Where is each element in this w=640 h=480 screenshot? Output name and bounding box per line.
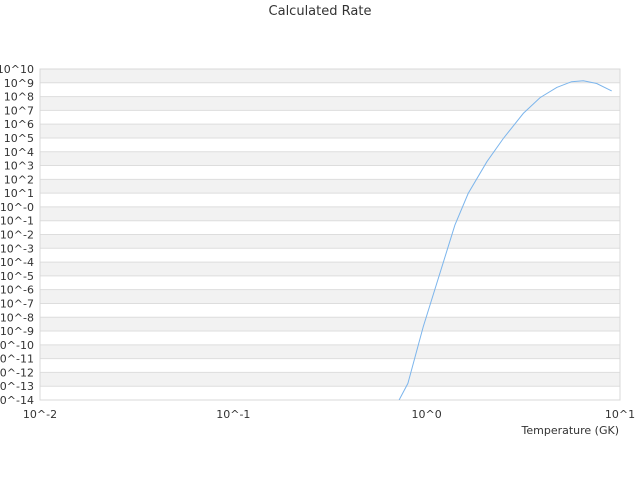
grid-band [40,234,620,249]
y-tick-label: 10^4 [4,146,34,159]
y-tick-label: 10^2 [4,173,34,186]
y-tick-label: 10^5 [4,132,34,145]
grid-band [40,344,620,359]
grid-band [40,124,620,138]
y-tick-label: 10^6 [4,118,34,131]
y-tick-label: 10^-2 [0,229,34,242]
grid-band [40,96,620,111]
y-tick-label: 10^-0 [0,201,34,214]
x-axis-label: Temperature (GK) [521,424,620,437]
grid-band [40,179,620,194]
y-tick-label: 10^-12 [0,366,34,379]
y-tick-label: 10^-9 [0,325,34,338]
y-tick-label: 10^9 [4,77,34,90]
y-tick-label: 10^-6 [0,284,34,297]
x-tick-label: 10^-1 [216,408,250,421]
x-tick-label: 10^0 [412,408,442,421]
x-tick-label: 10^1 [605,408,635,421]
grid-band [40,372,620,387]
grid-band [40,151,620,166]
y-tick-label: 10^8 [4,91,34,104]
series-line [398,80,612,400]
y-tick-label: 10^3 [4,160,34,173]
grid-band [40,289,620,304]
y-tick-label: 10^-5 [0,270,34,283]
y-tick-label: 10^-14 [0,394,34,407]
y-tick-label: 10^-7 [0,297,34,310]
grid-band [40,69,620,83]
y-tick-label: 10^10 [0,63,34,76]
y-tick-label: 10^-11 [0,353,34,366]
y-tick-label: 10^7 [4,104,34,117]
chart-title: Calculated Rate [268,4,372,19]
y-tick-label: 10^-10 [0,339,34,352]
y-tick-label: 10^-1 [0,215,34,228]
y-tick-label: 10^1 [4,187,34,200]
grid-band [40,206,620,221]
y-tick-label: 10^-3 [0,242,34,255]
x-tick-label: 10^-2 [23,408,57,421]
y-tick-label: 10^-8 [0,311,34,324]
plot-border [39,68,621,401]
y-tick-label: 10^-13 [0,380,34,393]
y-tick-label: 10^-4 [0,256,34,269]
grid-band [40,262,620,276]
grid-band [40,317,620,332]
